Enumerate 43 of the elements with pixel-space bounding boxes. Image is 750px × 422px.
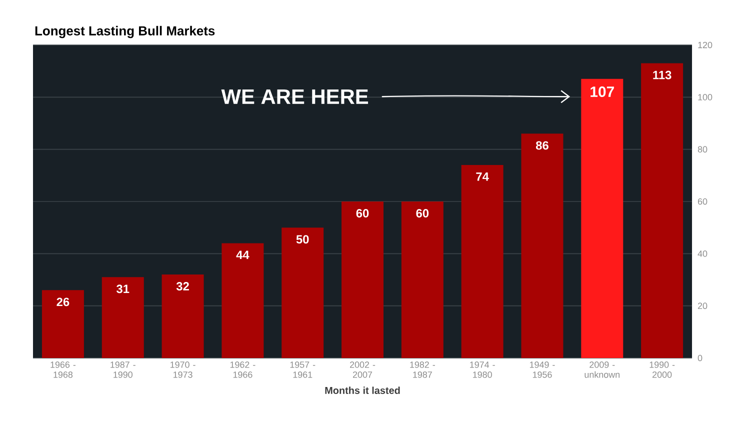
bar: [461, 164, 504, 358]
data-label: 50: [296, 235, 309, 244]
chart-title: Longest Lasting Bull Markets: [35, 26, 215, 38]
bar: [162, 274, 204, 358]
y-tick-label: 40: [698, 250, 708, 257]
y-tick-label: 0: [698, 354, 702, 362]
data-label: 86: [536, 141, 548, 150]
y-tick-label: 120: [698, 42, 712, 48]
bar: [401, 201, 444, 358]
data-label: 44: [236, 250, 250, 259]
data-label: 74: [476, 172, 489, 181]
data-label: 107: [590, 86, 614, 97]
x-axis-title: Months it lasted: [325, 386, 400, 394]
data-label: 60: [416, 209, 429, 218]
y-tick-label: 20: [698, 302, 708, 310]
x-tick-label: 1990 - 2000: [650, 362, 675, 378]
data-label: 26: [56, 298, 70, 306]
y-tick-label: 100: [698, 94, 712, 100]
bar: [102, 277, 144, 358]
x-tick-label: 1957 - 1961: [290, 362, 316, 378]
x-tick-label: 1966 - 1968: [50, 362, 76, 378]
x-tick-label: 1982 - 1987: [410, 362, 435, 378]
x-tick-label: 1987 - 1990: [110, 362, 136, 378]
x-tick-label: 2009 - unknown: [584, 362, 620, 378]
y-tick-label: 60: [698, 198, 708, 205]
data-label: 32: [176, 282, 189, 291]
bar: [42, 290, 84, 358]
bar: [581, 78, 624, 358]
bar: [282, 228, 324, 358]
bar: [342, 201, 384, 358]
data-label: 113: [653, 70, 672, 80]
x-tick-label: 1949 - 1956: [530, 362, 555, 378]
bar: [222, 243, 264, 358]
x-tick-label: 1974 - 1980: [470, 362, 495, 378]
annotation: WE ARE HERE: [221, 89, 368, 104]
bar: [521, 134, 564, 358]
x-tick-label: 1962 - 1966: [230, 362, 256, 378]
x-tick-label: 2002 - 2007: [350, 362, 376, 378]
data-label: 31: [116, 284, 130, 294]
bar: [641, 63, 684, 358]
y-tick-label: 80: [698, 146, 708, 153]
data-label: 60: [356, 209, 369, 218]
x-tick-label: 1970 - 1973: [170, 362, 196, 378]
